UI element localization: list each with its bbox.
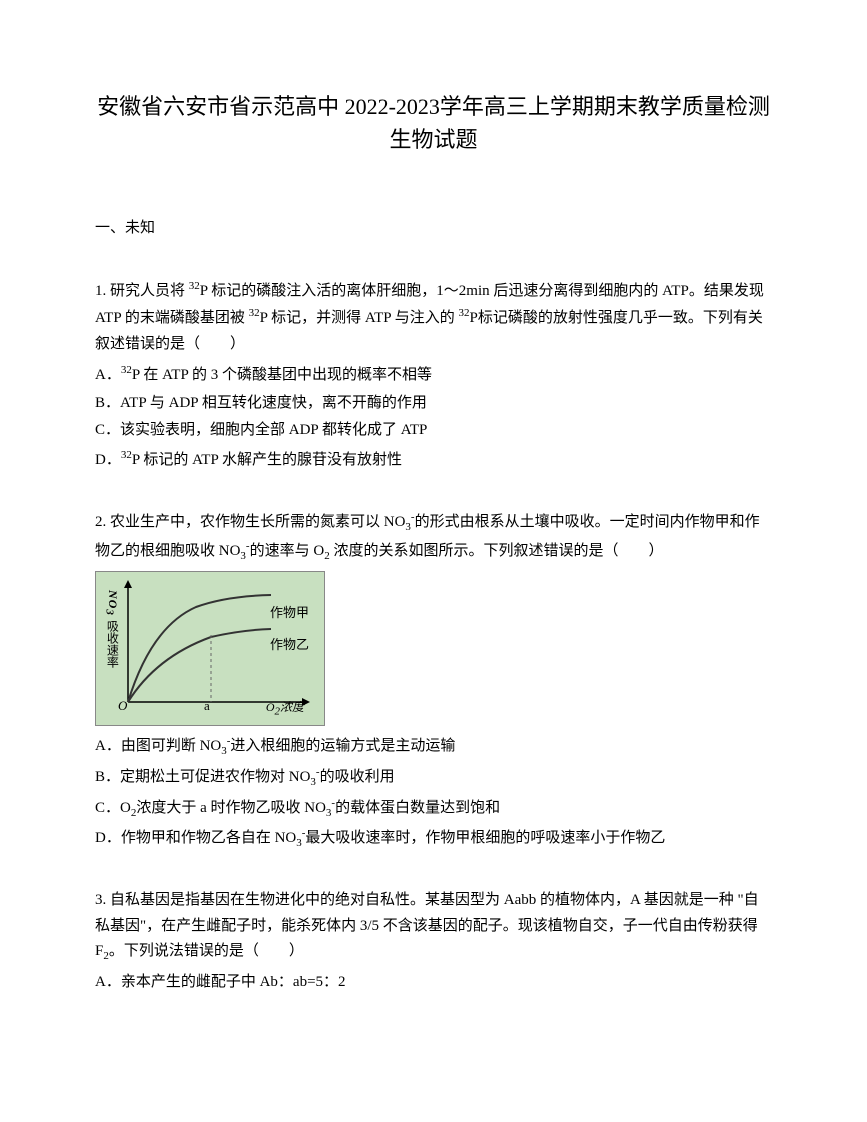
q1-option-b: B．ATP 与 ADP 相互转化速度快，离不开酶的作用 [95, 391, 772, 417]
text: 进入根细胞的运输方式是主动运输 [230, 738, 455, 754]
text: NO [106, 590, 120, 609]
text: 的载体蛋白数量达到饱和 [335, 800, 500, 816]
superscript: 32 [459, 307, 470, 319]
text: P 在 ATP 的 3 个磷酸基团中出现的概率不相等 [132, 367, 432, 383]
superscript: 32 [121, 364, 132, 376]
text: 浓度大于 a 时作物乙吸收 NO [136, 800, 326, 816]
chart-series-label-1: 作物甲 [270, 602, 309, 624]
chart-xlabel: O2浓度 [266, 697, 304, 721]
q3-stem: 3. 自私基因是指基因在生物进化中的绝对自私性。某基因型为 Aabb 的植物体内… [95, 888, 772, 966]
chart-series-label-2: 作物乙 [270, 634, 309, 656]
text: D．作物甲和作物乙各自在 NO [95, 830, 296, 846]
q2-stem: 2. 农业生产中，农作物生长所需的氮素可以 NO3-的形式由根系从土壤中吸收。一… [95, 508, 772, 565]
q1-stem: 1. 研究人员将 32P 标记的磷酸注入活的离体肝细胞，1～2min 后迅速分离… [95, 277, 772, 358]
text: 1. 研究人员将 [95, 283, 189, 299]
q2-chart: NO3 吸收速率 O a O2浓度 作物甲 作物乙 [95, 571, 325, 726]
text: C．O [95, 800, 131, 816]
page-title: 安徽省六安市省示范高中 2022-2023学年高三上学期期末教学质量检测生物试题 [95, 90, 772, 156]
chart-ylabel: NO3 [100, 590, 123, 616]
superscript: 32 [121, 449, 132, 461]
text: 浓度 [280, 700, 304, 714]
y-arrow [124, 580, 132, 588]
chart-a-label: a [204, 695, 210, 717]
q3-option-a: A．亲本产生的雌配子中 Ab：ab=5：2 [95, 970, 772, 996]
q1-option-a: A．32P 在 ATP 的 3 个磷酸基团中出现的概率不相等 [95, 361, 772, 389]
q2-option-a: A．由图可判断 NO3-进入根细胞的运输方式是主动运输 [95, 732, 772, 761]
text: B．定期松土可促进农作物对 NO [95, 769, 310, 785]
section-header: 一、未知 [95, 216, 772, 242]
chart-origin: O [118, 695, 127, 717]
q2-option-d: D．作物甲和作物乙各自在 NO3-最大吸收速率时，作物甲根细胞的呼吸速率小于作物… [95, 824, 772, 853]
text: A．由图可判断 NO [95, 738, 221, 754]
q2-option-c: C．O2浓度大于 a 时作物乙吸收 NO3-的载体蛋白数量达到饱和 [95, 794, 772, 823]
q1-option-d: D．32P 标记的 ATP 水解产生的腺苷没有放射性 [95, 446, 772, 474]
question-2: 2. 农业生产中，农作物生长所需的氮素可以 NO3-的形式由根系从土壤中吸收。一… [95, 508, 772, 853]
text: 2. 农业生产中，农作物生长所需的氮素可以 NO [95, 514, 405, 530]
text: P 标记的 ATP 水解产生的腺苷没有放射性 [132, 452, 402, 468]
subscript: 3 [104, 610, 116, 617]
q2-option-b: B．定期松土可促进农作物对 NO3-的吸收利用 [95, 763, 772, 792]
chart-ylabel-cn: 吸收速率 [102, 620, 122, 668]
text: 浓度的关系如图所示。下列叙述错误的是（ ） [330, 543, 664, 559]
superscript: 32 [189, 280, 200, 292]
text: 。下列说法错误的是（ ） [109, 943, 304, 959]
q1-option-c: C．该实验表明，细胞内全部 ADP 都转化成了 ATP [95, 418, 772, 444]
curve-crop-b [128, 629, 271, 702]
text: D． [95, 452, 121, 468]
question-3: 3. 自私基因是指基因在生物进化中的绝对自私性。某基因型为 Aabb 的植物体内… [95, 888, 772, 995]
text: A． [95, 367, 121, 383]
text: 的吸收利用 [320, 769, 395, 785]
question-1: 1. 研究人员将 32P 标记的磷酸注入活的离体肝细胞，1～2min 后迅速分离… [95, 277, 772, 474]
superscript: 32 [249, 307, 260, 319]
text: 最大吸收速率时，作物甲根细胞的呼吸速率小于作物乙 [305, 830, 665, 846]
text: 的速率与 O [250, 543, 325, 559]
curve-crop-a [128, 595, 271, 702]
text: P 标记，并测得 ATP 与注入的 [260, 310, 459, 326]
